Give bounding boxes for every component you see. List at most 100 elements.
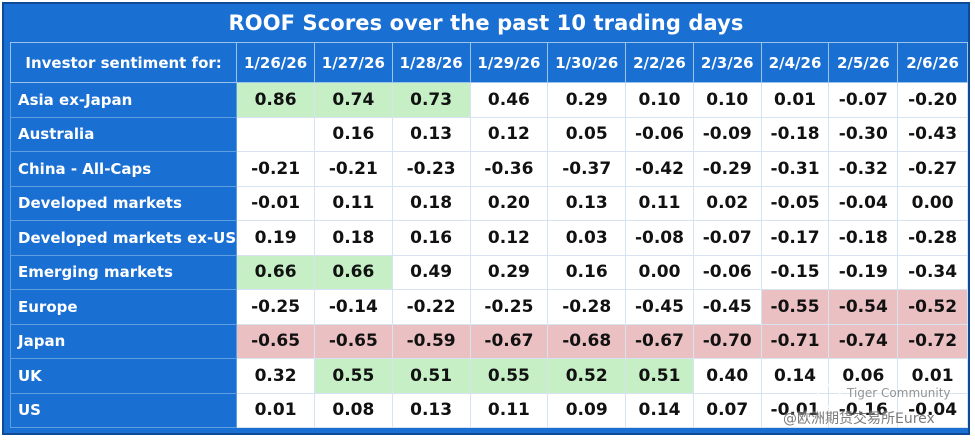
market-label: Australia xyxy=(9,116,238,152)
market-label: Japan xyxy=(9,323,238,359)
score-cell: 0.86 xyxy=(236,82,315,118)
table-body: Asia ex-Japan 0.86 0.74 0.73 0.46 0.29 0.10 0.1… xyxy=(9,82,968,428)
score-cell: -0.06 xyxy=(625,116,694,152)
date-header: 1/29/26 xyxy=(469,42,549,83)
score-cell: 0.16 xyxy=(391,220,471,256)
score-cell: -0.05 xyxy=(760,185,830,221)
score-cell: -0.45 xyxy=(692,289,762,325)
score-cell: -0.19 xyxy=(828,254,899,290)
score-cell: 0.51 xyxy=(625,358,694,394)
score-cell: 0.29 xyxy=(469,254,549,290)
table-row: Japan -0.65 -0.65 -0.59 -0.67 -0.68 -0.67 -0.70… xyxy=(9,323,968,359)
score-cell: -0.16 xyxy=(828,392,899,428)
score-cell: 0.73 xyxy=(391,82,471,118)
score-cell: -0.72 xyxy=(897,323,968,359)
market-label: Emerging markets xyxy=(9,254,238,290)
score-cell: 0.11 xyxy=(625,185,694,221)
table-row: Emerging markets 0.66 0.66 0.49 0.29 0.16 0.00… xyxy=(9,254,968,290)
score-cell: -0.21 xyxy=(236,151,315,187)
score-cell: -0.25 xyxy=(236,289,315,325)
header-row: Investor sentiment for: 1/26/26 1/27/26 1/… xyxy=(9,42,968,83)
date-header: 1/30/26 xyxy=(547,42,627,83)
score-cell: 0.11 xyxy=(469,392,549,428)
score-cell: -0.67 xyxy=(469,323,549,359)
table-row: Australia 0.16 0.13 0.12 0.05 -0.06 -0.09 -0.18… xyxy=(9,116,968,152)
score-cell: -0.25 xyxy=(469,289,549,325)
score-cell: -0.28 xyxy=(897,220,968,256)
table-row: UK 0.32 0.55 0.51 0.55 0.52 0.51 0.40 0.14 0.06 0.… xyxy=(9,358,968,394)
score-cell: 0.66 xyxy=(236,254,315,290)
score-cell: -0.21 xyxy=(313,151,393,187)
score-cell: -0.06 xyxy=(692,254,762,290)
score-cell: 0.19 xyxy=(236,220,315,256)
table-row: Asia ex-Japan 0.86 0.74 0.73 0.46 0.29 0.10 0.1… xyxy=(9,82,968,118)
score-cell: 0.10 xyxy=(692,82,762,118)
score-cell: 0.00 xyxy=(625,254,694,290)
market-label: Developed markets ex-US xyxy=(9,220,238,256)
score-cell: -0.71 xyxy=(760,323,830,359)
score-cell: -0.18 xyxy=(760,116,830,152)
date-header: 2/4/26 xyxy=(760,42,830,83)
market-label: US xyxy=(9,392,238,428)
score-cell: -0.01 xyxy=(236,185,315,221)
score-cell: 0.46 xyxy=(469,82,549,118)
score-cell: 0.66 xyxy=(313,254,393,290)
table-row: Developed markets -0.01 0.11 0.18 0.20 0.13 0.… xyxy=(9,185,968,221)
date-header: 2/6/26 xyxy=(897,42,968,83)
score-cell: -0.08 xyxy=(625,220,694,256)
score-cell: 0.11 xyxy=(313,185,393,221)
market-label: China - All-Caps xyxy=(9,151,238,187)
score-cell: 0.01 xyxy=(760,82,830,118)
score-cell: -0.14 xyxy=(313,289,393,325)
score-cell: -0.09 xyxy=(692,116,762,152)
score-cell: 0.14 xyxy=(760,358,830,394)
score-cell: 0.05 xyxy=(547,116,627,152)
date-header: 2/5/26 xyxy=(828,42,899,83)
score-cell: -0.04 xyxy=(897,392,968,428)
score-cell: -0.01 xyxy=(760,392,830,428)
score-cell: -0.65 xyxy=(236,323,315,359)
date-header: 2/3/26 xyxy=(692,42,762,83)
score-cell: 0.29 xyxy=(547,82,627,118)
score-cell: 0.13 xyxy=(391,116,471,152)
table-title: ROOF Scores over the past 10 trading day… xyxy=(228,11,744,35)
score-cell: -0.28 xyxy=(547,289,627,325)
market-label: UK xyxy=(9,358,238,394)
score-cell: 0.52 xyxy=(547,358,627,394)
table-row: China - All-Caps -0.21 -0.21 -0.23 -0.36 -0.3… xyxy=(9,151,968,187)
market-label: Europe xyxy=(9,289,238,325)
score-cell: -0.54 xyxy=(828,289,899,325)
date-header: 1/26/26 xyxy=(236,42,315,83)
score-cell: -0.43 xyxy=(897,116,968,152)
score-cell: 0.51 xyxy=(391,358,471,394)
score-cell: 0.01 xyxy=(897,358,968,394)
market-label: Asia ex-Japan xyxy=(9,82,238,118)
scores-panel: ROOF Scores over the past 10 trading day… xyxy=(2,2,970,435)
score-cell: -0.04 xyxy=(828,185,899,221)
score-cell: 0.07 xyxy=(692,392,762,428)
table-row: Developed markets ex-US 0.19 0.18 0.16 0.12 0… xyxy=(9,220,968,256)
score-cell: 0.49 xyxy=(391,254,471,290)
date-header: 2/2/26 xyxy=(625,42,694,83)
score-cell: 0.55 xyxy=(313,358,393,394)
score-cell: -0.27 xyxy=(897,151,968,187)
score-cell: -0.20 xyxy=(897,82,968,118)
market-label: Developed markets xyxy=(9,185,238,221)
score-cell: 0.13 xyxy=(391,392,471,428)
score-cell: -0.74 xyxy=(828,323,899,359)
score-cell: -0.67 xyxy=(625,323,694,359)
score-cell: 0.01 xyxy=(236,392,315,428)
score-cell: 0.13 xyxy=(547,185,627,221)
score-cell: -0.70 xyxy=(692,323,762,359)
score-cell: -0.22 xyxy=(391,289,471,325)
score-cell: -0.29 xyxy=(692,151,762,187)
score-cell: -0.18 xyxy=(828,220,899,256)
score-cell: -0.37 xyxy=(547,151,627,187)
score-cell xyxy=(236,116,315,152)
score-cell: -0.30 xyxy=(828,116,899,152)
score-cell: -0.55 xyxy=(760,289,830,325)
score-cell: -0.07 xyxy=(692,220,762,256)
score-cell: 0.20 xyxy=(469,185,549,221)
score-cell: -0.15 xyxy=(760,254,830,290)
score-cell: 0.06 xyxy=(828,358,899,394)
